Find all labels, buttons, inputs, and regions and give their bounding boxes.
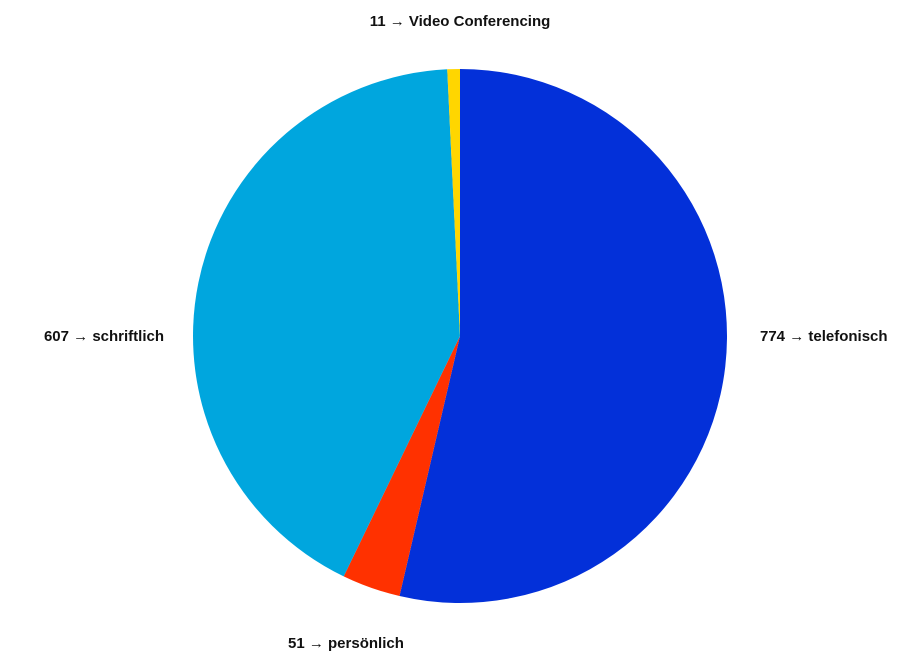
pie-label-video-conferencing: 11 → Video Conferencing bbox=[370, 13, 551, 30]
pie-label-telefonisch: 774 → telefonisch bbox=[760, 328, 888, 345]
pie-slice-persönlich[interactable] bbox=[343, 336, 460, 597]
pie-slice-video-conferencing[interactable] bbox=[447, 69, 460, 336]
pie-slices bbox=[193, 69, 728, 603]
pie-slice-schriftlich[interactable] bbox=[193, 69, 460, 577]
pie-label-schriftlich: 607 → schriftlich bbox=[44, 328, 164, 345]
pie-slice-telefonisch[interactable] bbox=[399, 69, 728, 603]
pie-labels: 774 → telefonisch 51 → persönlich 607 → sc… bbox=[44, 13, 888, 652]
pie-label-persönlich: 51 → persönlich bbox=[288, 635, 404, 652]
